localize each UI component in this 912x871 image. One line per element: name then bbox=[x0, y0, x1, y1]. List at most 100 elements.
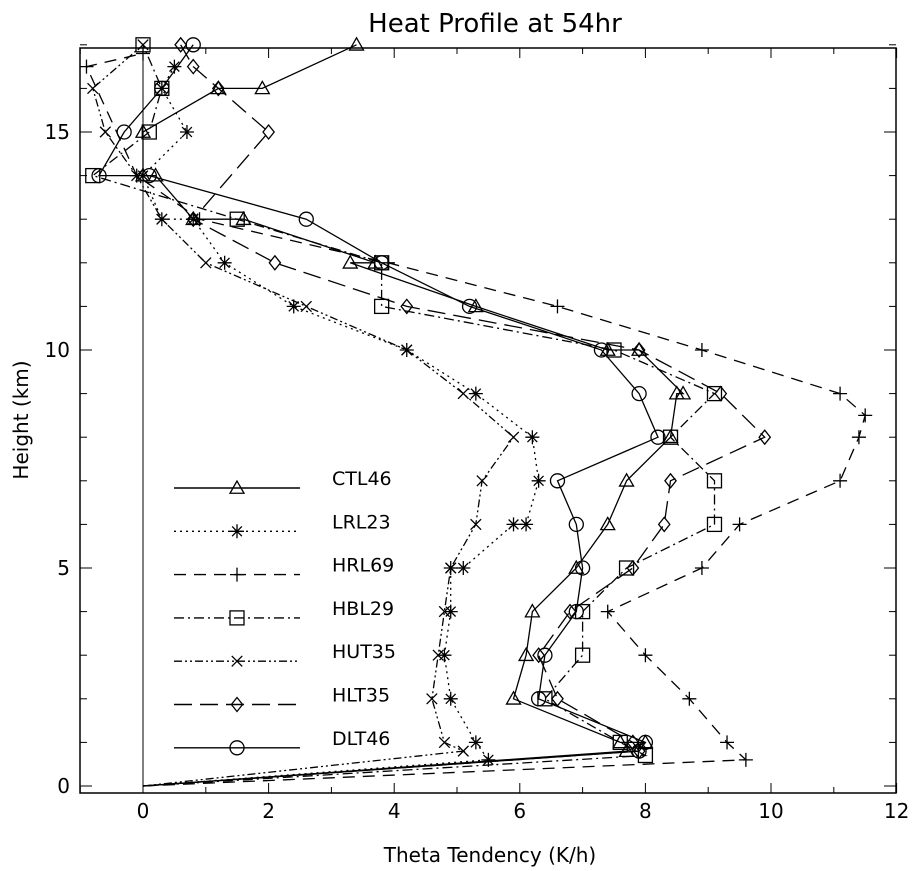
legend-label: HUT35 bbox=[332, 641, 396, 663]
data-point bbox=[230, 567, 244, 582]
data-point bbox=[568, 559, 585, 574]
data-point bbox=[186, 211, 200, 228]
data-point bbox=[631, 385, 647, 402]
data-point bbox=[380, 255, 395, 270]
data-point bbox=[537, 647, 553, 663]
data-point bbox=[468, 386, 483, 401]
data-point bbox=[758, 429, 772, 446]
data-point bbox=[599, 516, 616, 531]
data-point bbox=[461, 298, 478, 315]
data-point bbox=[286, 299, 301, 314]
data-point bbox=[706, 473, 723, 489]
data-point bbox=[156, 213, 168, 225]
series-dlt46 bbox=[91, 37, 666, 787]
legend: CTL46 LRL23 HRL69 HBL29 HUT35 HLT35 DLT46 bbox=[174, 468, 396, 756]
data-point bbox=[300, 300, 312, 313]
data-point bbox=[470, 518, 482, 531]
data-point bbox=[268, 254, 282, 271]
data-point bbox=[618, 560, 635, 576]
data-point bbox=[445, 562, 457, 574]
data-point bbox=[179, 125, 194, 139]
data-point bbox=[481, 752, 496, 767]
data-point bbox=[456, 561, 471, 575]
data-point bbox=[606, 342, 622, 358]
data-point bbox=[432, 649, 444, 661]
data-point bbox=[85, 167, 101, 184]
data-point bbox=[732, 517, 747, 532]
legend-label: DLT46 bbox=[332, 728, 390, 750]
data-point bbox=[443, 691, 458, 706]
x-tick-labels: 0 2 4 6 8 10 12 bbox=[137, 799, 910, 823]
data-point bbox=[167, 59, 182, 74]
data-point bbox=[348, 36, 365, 51]
data-point bbox=[600, 604, 615, 619]
series-lrl23 bbox=[136, 59, 546, 787]
data-point bbox=[662, 429, 679, 445]
data-point bbox=[519, 517, 534, 532]
data-point bbox=[517, 646, 535, 662]
series-hut35 bbox=[87, 39, 520, 787]
series-hbl29 bbox=[85, 37, 723, 787]
data-point bbox=[231, 655, 243, 667]
series-line bbox=[85, 52, 866, 787]
data-point bbox=[714, 385, 728, 402]
data-point bbox=[229, 211, 245, 227]
data-point bbox=[738, 752, 753, 767]
data-point bbox=[200, 257, 212, 269]
data-point bbox=[235, 210, 252, 226]
data-point bbox=[694, 343, 709, 357]
y-tick-label: 10 bbox=[45, 338, 70, 362]
x-tick-label: 12 bbox=[884, 799, 909, 823]
legend-item-hut35: HUT35 bbox=[174, 641, 396, 667]
data-point bbox=[694, 561, 709, 575]
data-point bbox=[858, 408, 873, 423]
x-tick-label: 6 bbox=[513, 799, 526, 823]
data-point bbox=[342, 254, 359, 269]
data-point bbox=[549, 473, 566, 489]
x-tick-label: 10 bbox=[758, 799, 783, 823]
data-point bbox=[91, 167, 107, 184]
legend-item-lrl23: LRL23 bbox=[174, 511, 391, 539]
data-point bbox=[593, 342, 610, 358]
chart-title: Heat Profile at 54hr bbox=[368, 9, 622, 39]
data-point bbox=[99, 126, 112, 138]
data-point bbox=[550, 299, 565, 314]
legend-item-hbl29: HBL29 bbox=[174, 598, 394, 626]
data-point bbox=[174, 36, 188, 53]
data-point bbox=[674, 385, 692, 400]
legend-item-hlt35: HLT35 bbox=[174, 685, 390, 713]
data-point bbox=[563, 603, 577, 620]
data-point bbox=[637, 734, 654, 751]
legend-label: HRL69 bbox=[332, 555, 394, 577]
data-point bbox=[632, 341, 646, 359]
data-point bbox=[833, 473, 848, 488]
data-point bbox=[141, 167, 157, 184]
series-hrl69 bbox=[79, 46, 873, 787]
data-point bbox=[650, 429, 666, 445]
data-point bbox=[507, 431, 520, 443]
x-tick-label: 8 bbox=[639, 799, 652, 823]
data-point bbox=[298, 211, 314, 227]
series-layer bbox=[79, 36, 873, 787]
data-point bbox=[468, 735, 483, 750]
x-axis-label: Theta Tendency (K/h) bbox=[383, 843, 596, 867]
data-point bbox=[618, 472, 635, 487]
data-point bbox=[551, 690, 564, 707]
data-point bbox=[626, 559, 640, 577]
data-point bbox=[476, 475, 488, 487]
data-point bbox=[230, 696, 244, 713]
data-point bbox=[568, 516, 584, 533]
data-point bbox=[662, 428, 679, 444]
x-tick-label: 4 bbox=[388, 799, 401, 823]
data-point bbox=[211, 80, 225, 97]
series-line bbox=[142, 44, 685, 787]
data-point bbox=[373, 298, 390, 315]
legend-label: HLT35 bbox=[332, 685, 390, 707]
data-point bbox=[638, 648, 653, 663]
data-point bbox=[217, 255, 232, 270]
data-point bbox=[229, 610, 245, 626]
legend-item-dlt46: DLT46 bbox=[174, 728, 390, 756]
series-hlt35 bbox=[142, 36, 772, 787]
y-tick-label: 15 bbox=[45, 120, 70, 144]
